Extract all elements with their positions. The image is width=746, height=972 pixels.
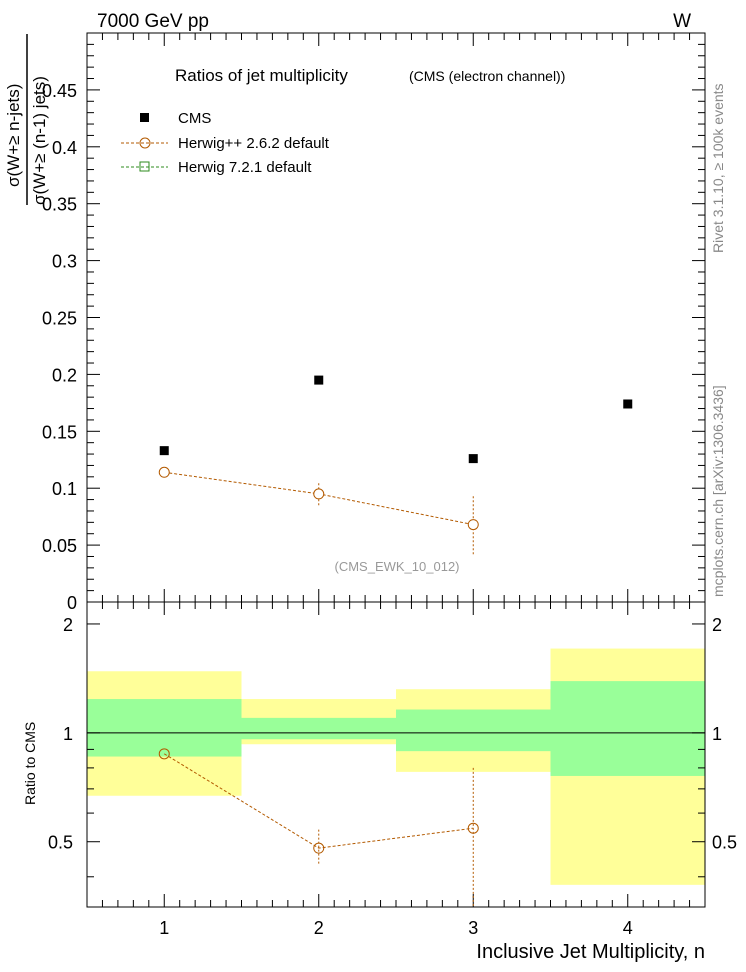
herwigpp-point — [467, 519, 479, 531]
ratio-herwigpp-point — [158, 748, 170, 760]
legend-herwig7-label: Herwig 7.2.1 default — [178, 159, 312, 176]
herwigpp-point — [313, 488, 325, 500]
legend: CMS Herwig++ 2.6.2 default Herwig 7.2.1 … — [121, 110, 330, 176]
ratio-y-tick-label: 1 — [63, 724, 73, 744]
energy-label: 7000 GeV pp — [97, 11, 209, 32]
legend-herwigpp-marker — [139, 137, 151, 149]
ratio-y-label: Ratio to CMS — [22, 722, 38, 805]
ratio-bands — [87, 648, 705, 885]
cms-point — [623, 399, 633, 409]
ratio-herwigpp-point — [467, 822, 479, 834]
ratio-y-tick-label-right: 1 — [712, 724, 722, 744]
main-y-tick-label: 0.3 — [52, 252, 77, 272]
x-tick-label: 2 — [314, 918, 324, 938]
ratio-herwigpp-point — [313, 842, 325, 854]
ratio-inner-band — [87, 699, 242, 757]
plot-subtitle: (CMS (electron channel)) — [409, 68, 565, 84]
main-y-tick-label: 0.4 — [52, 138, 77, 158]
y-label-denominator: σ(W+≥ (n-1) jets) — [30, 76, 49, 205]
legend-cms-label: CMS — [178, 110, 211, 127]
x-tick-label: 3 — [468, 918, 478, 938]
ratio-y-tick-label: 0.5 — [48, 833, 73, 853]
x-tick-label: 1 — [159, 918, 169, 938]
cms-point — [468, 454, 478, 464]
main-y-tick-label: 0.45 — [42, 81, 77, 101]
ratio-inner-band — [550, 681, 705, 776]
main-plot-layer: 0 0.05 0.1 0.15 0.2 0.25 0.3 0.35 0.4 0.45 — [42, 32, 706, 613]
ratio-y-tick-label-right: 2 — [712, 615, 722, 635]
main-y-tick-label: 0.05 — [42, 536, 77, 556]
ratio-inner-band — [241, 717, 396, 740]
x-axis-label: Inclusive Jet Multiplicity, n — [476, 941, 705, 963]
ratio-y-tick-label: 2 — [63, 615, 73, 635]
ratio-inner-band — [396, 709, 551, 752]
ratio-plot-layer: 0.5 0.5 1 1 2 2 1 2 3 4 — [48, 602, 737, 938]
main-y-tick-label: 0.25 — [42, 309, 77, 329]
main-y-tick-label: 0.35 — [42, 195, 77, 215]
main-y-tick-label: 0.1 — [52, 479, 77, 499]
legend-cms-marker — [140, 113, 149, 122]
main-y-axis-label: σ(W+≥ n-jets) σ(W+≥ (n-1) jets) — [4, 34, 49, 205]
legend-herwigpp-label: Herwig++ 2.6.2 default — [178, 135, 330, 152]
process-label: W — [673, 11, 691, 32]
cms-point — [314, 375, 324, 385]
x-tick-label: 4 — [623, 918, 633, 938]
main-y-tick-label: 0.15 — [42, 422, 77, 442]
y-label-numerator: σ(W+≥ n-jets) — [4, 84, 23, 187]
plot-title: Ratios of jet multiplicity — [175, 66, 348, 85]
ratio-herwigpp-line — [163, 753, 474, 849]
cms-point — [159, 446, 169, 456]
analysis-watermark: (CMS_EWK_10_012) — [335, 559, 460, 574]
main-y-tick-label: 0.2 — [52, 365, 77, 385]
herwigpp-point — [158, 466, 170, 478]
rivet-label: Rivet 3.1.10, ≥ 100k events — [710, 83, 726, 253]
main-y-tick-label: 0 — [67, 593, 77, 613]
legend-herwig7-marker — [139, 161, 150, 172]
ratio-y-tick-label-right: 0.5 — [712, 833, 737, 853]
mcplots-label: mcplots.cern.ch [arXiv:1306.3436] — [710, 385, 726, 597]
